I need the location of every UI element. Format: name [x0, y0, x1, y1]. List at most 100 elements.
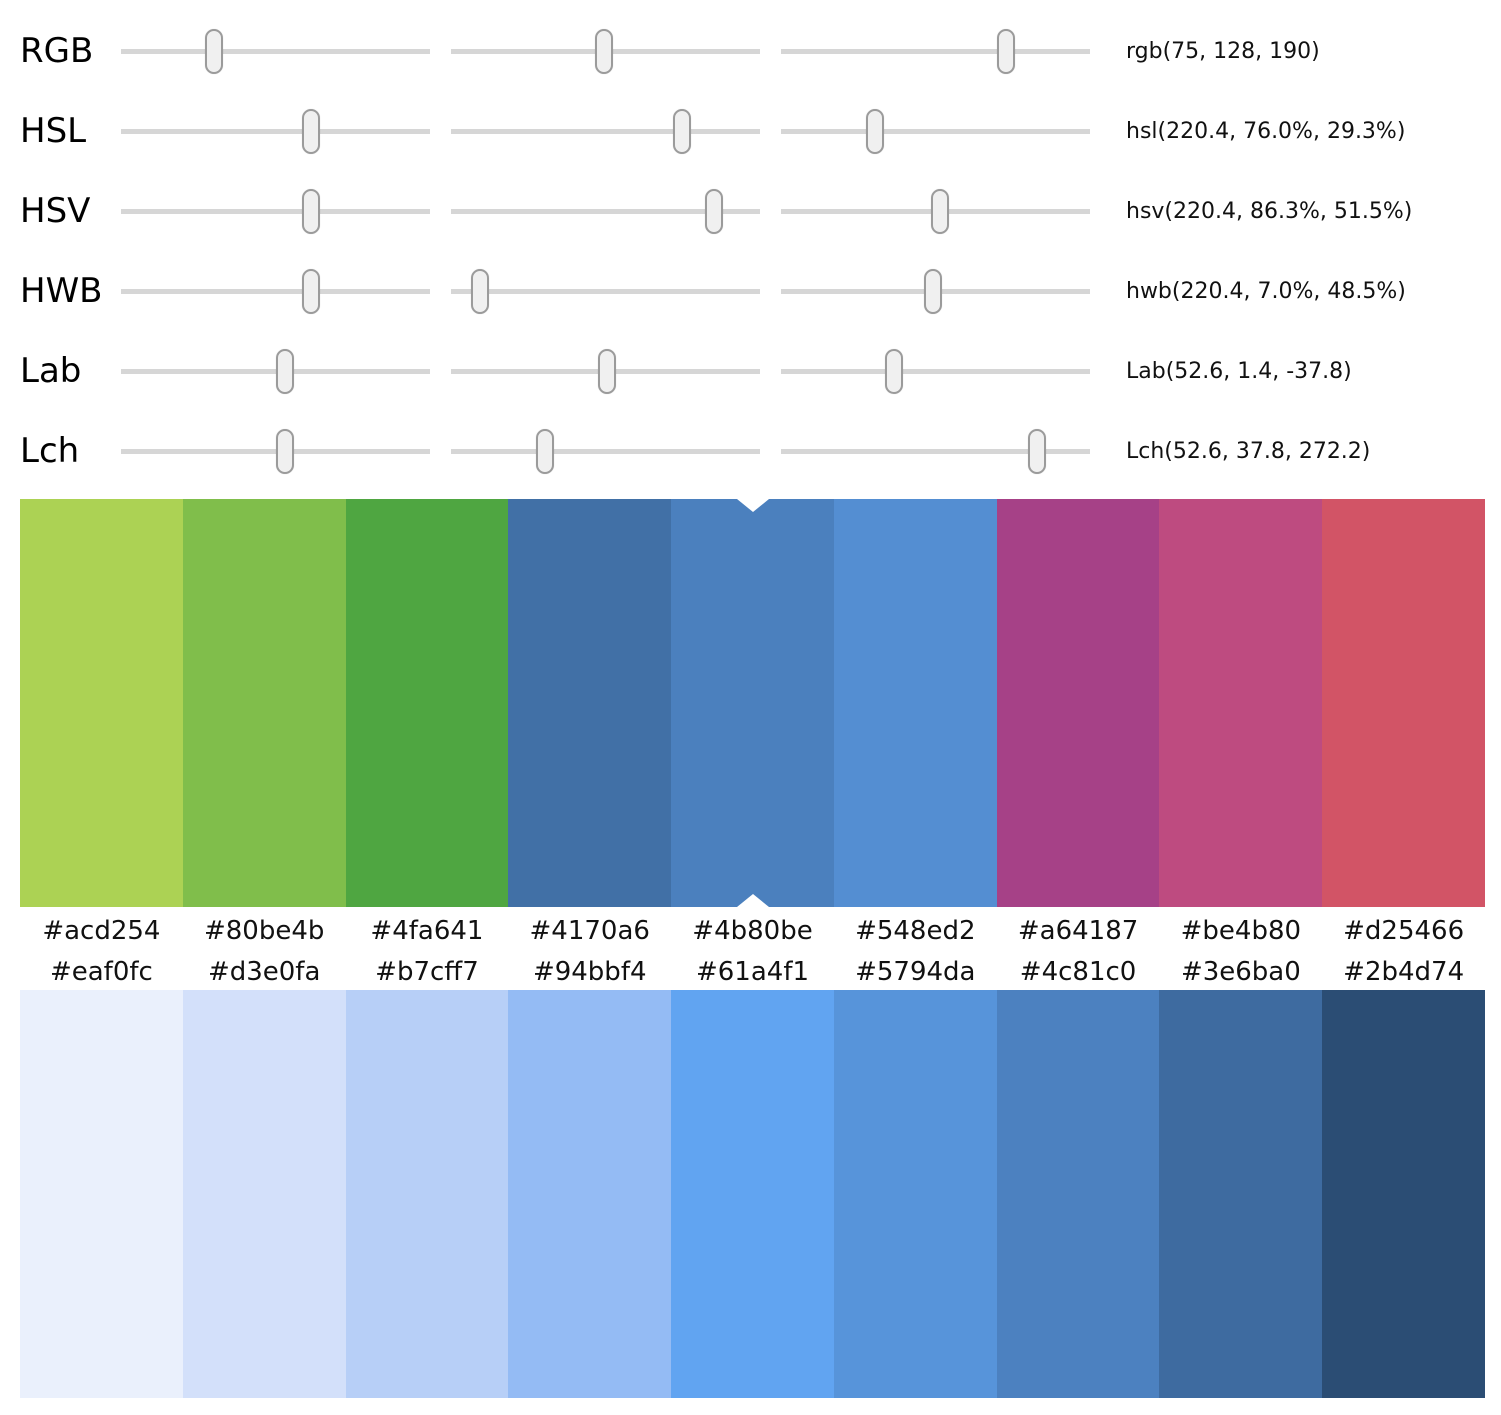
hwb-w-slider[interactable] — [451, 251, 760, 331]
lab-b-slider-thumb[interactable] — [885, 348, 904, 394]
tint-swatch-6[interactable] — [996, 990, 1160, 1398]
rgb-b-slider[interactable] — [781, 11, 1090, 91]
hsv-s-slider-track[interactable] — [451, 208, 760, 214]
slider-row-hwb: HWB hwb(220.4, 7.0%, 48.5%) — [0, 251, 1501, 331]
tint-swatch-8[interactable] — [1322, 990, 1486, 1398]
slider-row-lab: Lab Lab(52.6, 1.4, -37.8) — [0, 331, 1501, 411]
hue-swatch-4-selected[interactable] — [671, 499, 834, 907]
tint-hex-label-3: #94bbf4 — [532, 957, 647, 987]
lab-a-slider[interactable] — [451, 331, 760, 411]
tint-swatch-7[interactable] — [1159, 990, 1323, 1398]
tint-swatch-1[interactable] — [182, 990, 346, 1398]
hue-hex-labels: #acd254 #80be4b #4fa641 #4170a6 #4b80be … — [20, 907, 1485, 954]
hwb-w-slider-thumb[interactable] — [471, 268, 490, 314]
hsv-s-slider-thumb[interactable] — [704, 188, 723, 234]
hwb-h-slider-thumb[interactable] — [302, 268, 321, 314]
hsl-s-slider-thumb[interactable] — [673, 108, 692, 154]
hsv-value-readout: hsv(220.4, 86.3%, 51.5%) — [1126, 198, 1413, 224]
hsl-h-slider-thumb[interactable] — [302, 108, 321, 154]
rgb-b-slider-thumb[interactable] — [996, 28, 1015, 74]
hue-swatch-1[interactable] — [182, 499, 346, 907]
tint-swatch-3[interactable] — [508, 990, 672, 1398]
hue-swatch-0[interactable] — [20, 499, 183, 907]
hsl-l-slider-track[interactable] — [781, 128, 1090, 134]
rgb-g-slider[interactable] — [451, 11, 760, 91]
hue-swatch-6[interactable] — [996, 499, 1160, 907]
tint-swatch-0[interactable] — [20, 990, 183, 1398]
tint-hex-label-7: #3e6ba0 — [1180, 957, 1301, 987]
slider-row-hsv: HSV hsv(220.4, 86.3%, 51.5%) — [0, 171, 1501, 251]
lab-l-slider[interactable] — [121, 331, 430, 411]
hsl-h-slider-track[interactable] — [121, 128, 430, 134]
lch-row-label: Lch — [20, 431, 80, 471]
lch-h-slider[interactable] — [781, 411, 1090, 491]
selected-swatch-notch-bottom-icon — [736, 894, 769, 907]
tint-shade-palette-strip — [20, 990, 1486, 1398]
tint-hex-label-6: #4c81c0 — [1019, 957, 1137, 987]
hue-hex-label-4: #4b80be — [692, 915, 813, 946]
lch-l-slider[interactable] — [121, 411, 430, 491]
tint-swatch-5[interactable] — [833, 990, 997, 1398]
hue-swatch-3[interactable] — [508, 499, 672, 907]
rgb-b-slider-track[interactable] — [781, 48, 1090, 54]
hue-palette-strip — [20, 499, 1486, 907]
rgb-g-slider-thumb[interactable] — [594, 28, 613, 74]
slider-row-lch: Lch Lch(52.6, 37.8, 272.2) — [0, 411, 1501, 491]
hue-swatch-5[interactable] — [833, 499, 997, 907]
hsv-v-slider[interactable] — [781, 171, 1090, 251]
hue-hex-label-3: #4170a6 — [529, 915, 650, 946]
lch-h-slider-thumb[interactable] — [1027, 428, 1046, 474]
hue-hex-label-8: #d25466 — [1343, 915, 1465, 946]
lch-c-slider-thumb[interactable] — [535, 428, 554, 474]
tint-hex-label-0: #eaf0fc — [49, 957, 153, 987]
tint-hex-label-2: #b7cff7 — [375, 957, 479, 987]
hue-hex-label-5: #548ed2 — [855, 915, 976, 946]
hsv-h-slider-track[interactable] — [121, 208, 430, 214]
lch-c-slider-track[interactable] — [451, 448, 760, 454]
hsl-l-slider[interactable] — [781, 91, 1090, 171]
tint-hex-label-8: #2b4d74 — [1343, 957, 1465, 987]
hwb-h-slider[interactable] — [121, 251, 430, 331]
hwb-h-slider-track[interactable] — [121, 288, 430, 294]
rgb-r-slider-thumb[interactable] — [205, 28, 223, 74]
lch-l-slider-track[interactable] — [121, 448, 430, 454]
tint-swatch-2[interactable] — [345, 990, 509, 1398]
lab-row-label: Lab — [20, 351, 82, 391]
slider-row-hsl: HSL hsl(220.4, 76.0%, 29.3%) — [0, 91, 1501, 171]
lab-l-slider-thumb[interactable] — [276, 348, 295, 394]
hue-hex-label-2: #4fa641 — [370, 915, 484, 946]
hsl-s-slider[interactable] — [451, 91, 760, 171]
tint-hex-label-5: #5794da — [855, 957, 976, 987]
hsl-l-slider-thumb[interactable] — [865, 108, 884, 154]
lch-c-slider[interactable] — [451, 411, 760, 491]
lab-l-slider-track[interactable] — [121, 368, 430, 374]
hwb-w-slider-track[interactable] — [451, 288, 760, 294]
slider-row-rgb: RGB rgb(75, 128, 190) — [0, 11, 1501, 91]
hsv-h-slider-thumb[interactable] — [302, 188, 321, 234]
selected-swatch-notch-top-icon — [736, 499, 769, 512]
lab-a-slider-thumb[interactable] — [598, 348, 617, 394]
hsv-s-slider[interactable] — [451, 171, 760, 251]
hue-swatch-2[interactable] — [345, 499, 509, 907]
lab-value-readout: Lab(52.6, 1.4, -37.8) — [1126, 358, 1352, 384]
hue-hex-label-0: #acd254 — [42, 915, 161, 946]
hsv-h-slider[interactable] — [121, 171, 430, 251]
lch-h-slider-track[interactable] — [781, 448, 1090, 454]
rgb-value-readout: rgb(75, 128, 190) — [1126, 38, 1320, 64]
hsv-v-slider-thumb[interactable] — [930, 188, 949, 234]
hue-hex-label-6: #a64187 — [1017, 915, 1139, 946]
hwb-b-slider-thumb[interactable] — [924, 268, 943, 314]
hue-hex-label-7: #be4b80 — [1180, 915, 1302, 946]
hwb-b-slider[interactable] — [781, 251, 1090, 331]
lab-b-slider[interactable] — [781, 331, 1090, 411]
hue-swatch-7[interactable] — [1159, 499, 1323, 907]
hsl-s-slider-track[interactable] — [451, 128, 760, 134]
lab-b-slider-track[interactable] — [781, 368, 1090, 374]
rgb-r-slider-track[interactable] — [121, 48, 430, 54]
rgb-r-slider[interactable] — [121, 11, 430, 91]
tint-swatch-4[interactable] — [671, 990, 834, 1398]
hsl-h-slider[interactable] — [121, 91, 430, 171]
lch-l-slider-thumb[interactable] — [276, 428, 295, 474]
hue-swatch-8[interactable] — [1322, 499, 1486, 907]
